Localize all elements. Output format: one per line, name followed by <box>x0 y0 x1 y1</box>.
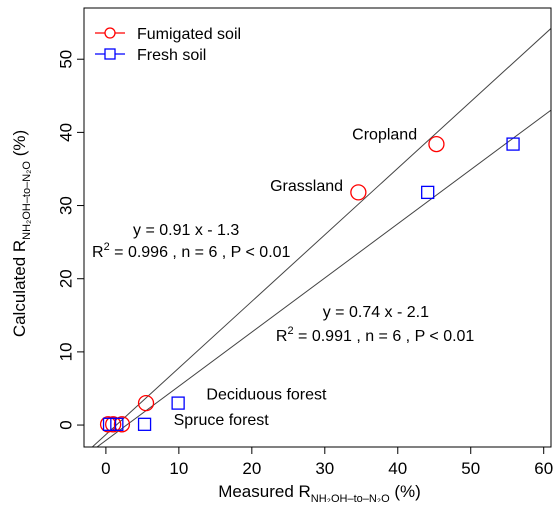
y-tick-label: 20 <box>56 269 75 288</box>
x-tick-label: 60 <box>534 459 553 478</box>
legend-label: Fresh soil <box>137 47 206 64</box>
annotation-label: Grassland <box>270 178 343 195</box>
r-squared-label: R2 = 0.991 , n = 6 , P < 0.01 <box>276 325 475 345</box>
annotation-label: Spruce forest <box>174 412 270 429</box>
y-axis-title: Calculated RNH₂OH–to–N₂O (%) <box>10 130 33 337</box>
plot-frame <box>83 7 552 448</box>
legend-square-marker <box>104 48 116 60</box>
legend-item: Fumigated soil <box>95 26 241 43</box>
legend-item: Fresh soil <box>95 47 206 64</box>
legend-label: Fumigated soil <box>137 26 241 43</box>
y-tick-label: 50 <box>56 50 75 69</box>
x-tick-label: 30 <box>315 459 334 478</box>
x-tick-label: 40 <box>388 459 407 478</box>
y-tick-label: 30 <box>56 196 75 215</box>
r-squared-label: R2 = 0.996 , n = 6 , P < 0.01 <box>92 241 291 261</box>
fresh-soil-point <box>110 417 124 431</box>
x-tick-label: 0 <box>101 459 110 478</box>
x-axis-title: Measured RNH₂OH–to–N₂O (%) <box>218 482 421 502</box>
annotations: Cropland Grassland Deciduous forest Spruce … <box>92 127 474 429</box>
x-tick-label: 10 <box>169 459 188 478</box>
annotation-label: y = 0.91 x - 1.3 <box>133 222 239 239</box>
fumigated-soil-point <box>105 416 122 433</box>
y-tick-label: 40 <box>56 123 75 142</box>
fit-lines <box>91 28 551 447</box>
legend-circle-marker <box>104 27 116 39</box>
fresh-soil-point <box>421 185 435 200</box>
fumigated-soil-point <box>113 416 131 433</box>
fresh-soil-point <box>102 417 117 431</box>
legend: Fumigated soil Fresh soil <box>95 26 241 64</box>
fit-line-1 <box>91 28 551 447</box>
y-tick-label: 0 <box>56 420 75 429</box>
annotation-label: Cropland <box>352 127 417 144</box>
annotation-label: Deciduous forest <box>206 386 327 403</box>
fumigated-soil-point <box>428 135 445 153</box>
data-markers <box>99 135 520 433</box>
annotation-label: y = 0.74 x - 2.1 <box>323 304 429 321</box>
axes: 0 10 20 30 40 50 60 0 10 20 30 40 50 <box>56 50 553 478</box>
fumigated-soil-point <box>350 184 367 201</box>
fumigated-soil-point <box>137 394 155 412</box>
fresh-soil-point <box>137 417 152 431</box>
fresh-soil-point <box>506 137 520 151</box>
x-tick-label: 50 <box>461 459 480 478</box>
x-tick-label: 20 <box>242 459 261 478</box>
y-tick-label: 10 <box>56 342 75 361</box>
fresh-soil-point <box>171 396 185 410</box>
fit-line-2 <box>96 109 551 447</box>
